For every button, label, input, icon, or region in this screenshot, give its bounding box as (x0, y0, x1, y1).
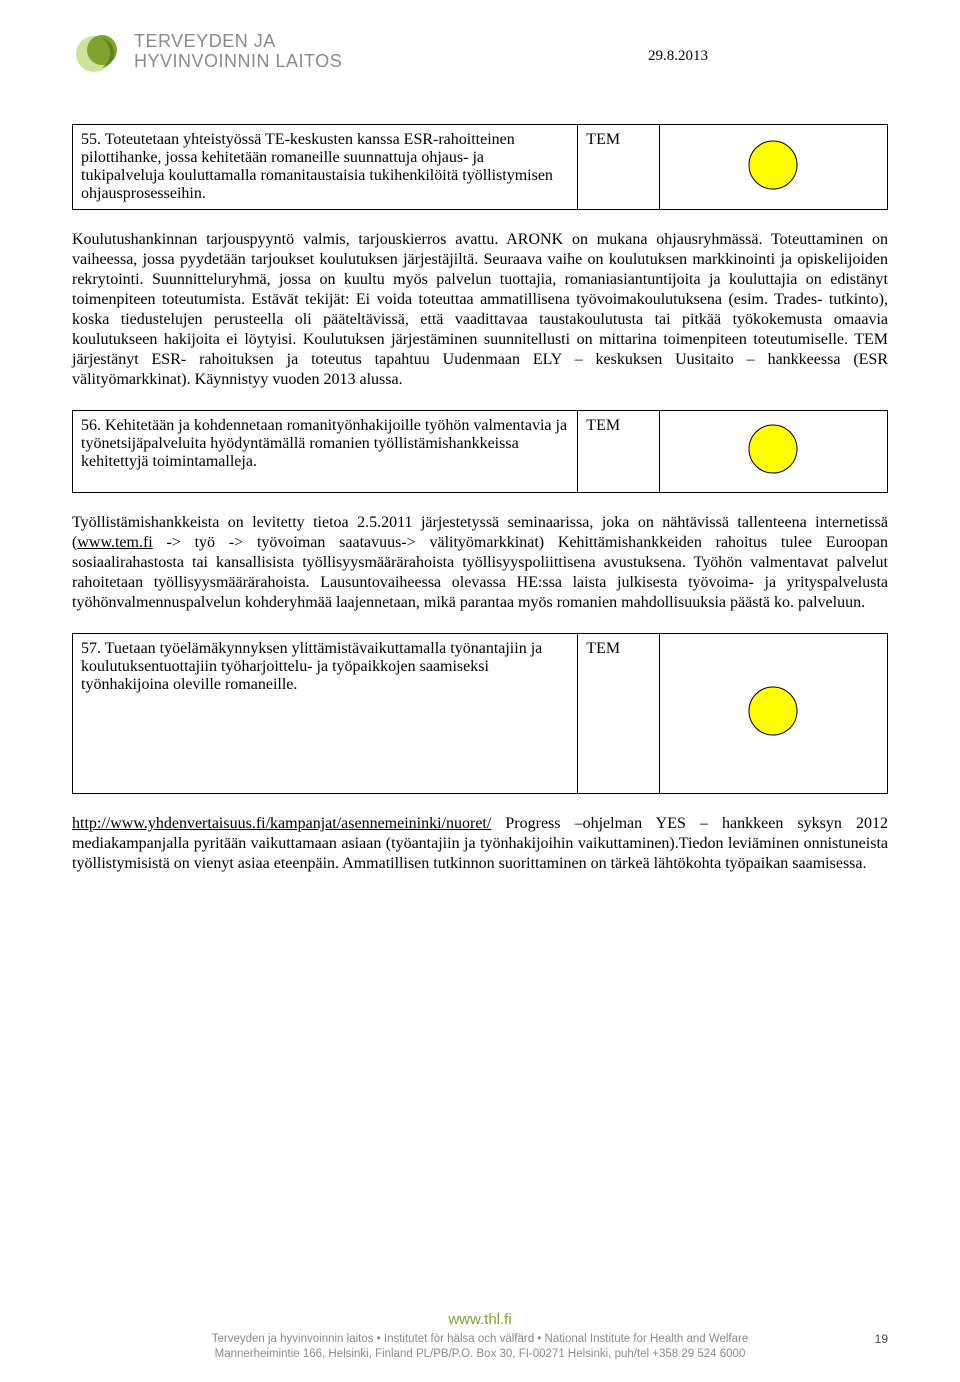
item-56-desc: 56. Kehitetään ja kohdennetaan romanityö… (73, 411, 578, 493)
org-line2: HYVINVOINNIN LAITOS (134, 52, 342, 72)
yhdenvertaisuus-link[interactable]: http://www.yhdenvertaisuus.fi/kampanjat/… (72, 815, 491, 832)
footer-site[interactable]: www.thl.fi (0, 1311, 960, 1328)
paragraph-1: Koulutushankinnan tarjouspyyntö valmis, … (72, 230, 888, 390)
document-date: 29.8.2013 (648, 48, 708, 65)
item-56-tag: TEM (578, 411, 660, 493)
item-55-status (659, 125, 887, 210)
page-header: TERVEYDEN JA HYVINVOINNIN LAITOS 29.8.20… (72, 28, 888, 76)
item-55-tag: TEM (578, 125, 660, 210)
footer-line1: Terveyden ja hyvinvoinnin laitos • Insti… (0, 1332, 960, 1347)
para2-post: -> työ -> työvoiman saatavuus-> välityöm… (72, 534, 888, 611)
item-55-desc: 55. Toteutetaan yhteistyössä TE-keskuste… (73, 125, 578, 210)
paragraph-3: http://www.yhdenvertaisuus.fi/kampanjat/… (72, 814, 888, 874)
page-footer: www.thl.fi Terveyden ja hyvinvoinnin lai… (0, 1311, 960, 1362)
item-57-table: 57. Tuetaan työelämäkynnyksen ylittämist… (72, 633, 888, 794)
footer-line2: Mannerheimintie 166, Helsinki, Finland P… (0, 1347, 960, 1362)
org-line1: TERVEYDEN JA (134, 32, 342, 52)
item-55-table: 55. Toteutetaan yhteistyössä TE-keskuste… (72, 124, 888, 210)
tem-link[interactable]: www.tem.fi (77, 534, 152, 551)
logo-block: TERVEYDEN JA HYVINVOINNIN LAITOS (72, 28, 342, 76)
item-56-status (659, 411, 887, 493)
paragraph-2: Työllistämishankkeista on levitetty tiet… (72, 513, 888, 613)
org-name: TERVEYDEN JA HYVINVOINNIN LAITOS (134, 32, 342, 72)
item-57-status (659, 634, 887, 794)
item-57-tag: TEM (578, 634, 660, 794)
status-circle-icon (745, 683, 801, 739)
item-56-table: 56. Kehitetään ja kohdennetaan romanityö… (72, 410, 888, 493)
status-circle-icon (745, 421, 801, 477)
thl-logo-icon (72, 28, 126, 76)
status-circle-icon (745, 137, 801, 193)
item-57-desc: 57. Tuetaan työelämäkynnyksen ylittämist… (73, 634, 578, 794)
